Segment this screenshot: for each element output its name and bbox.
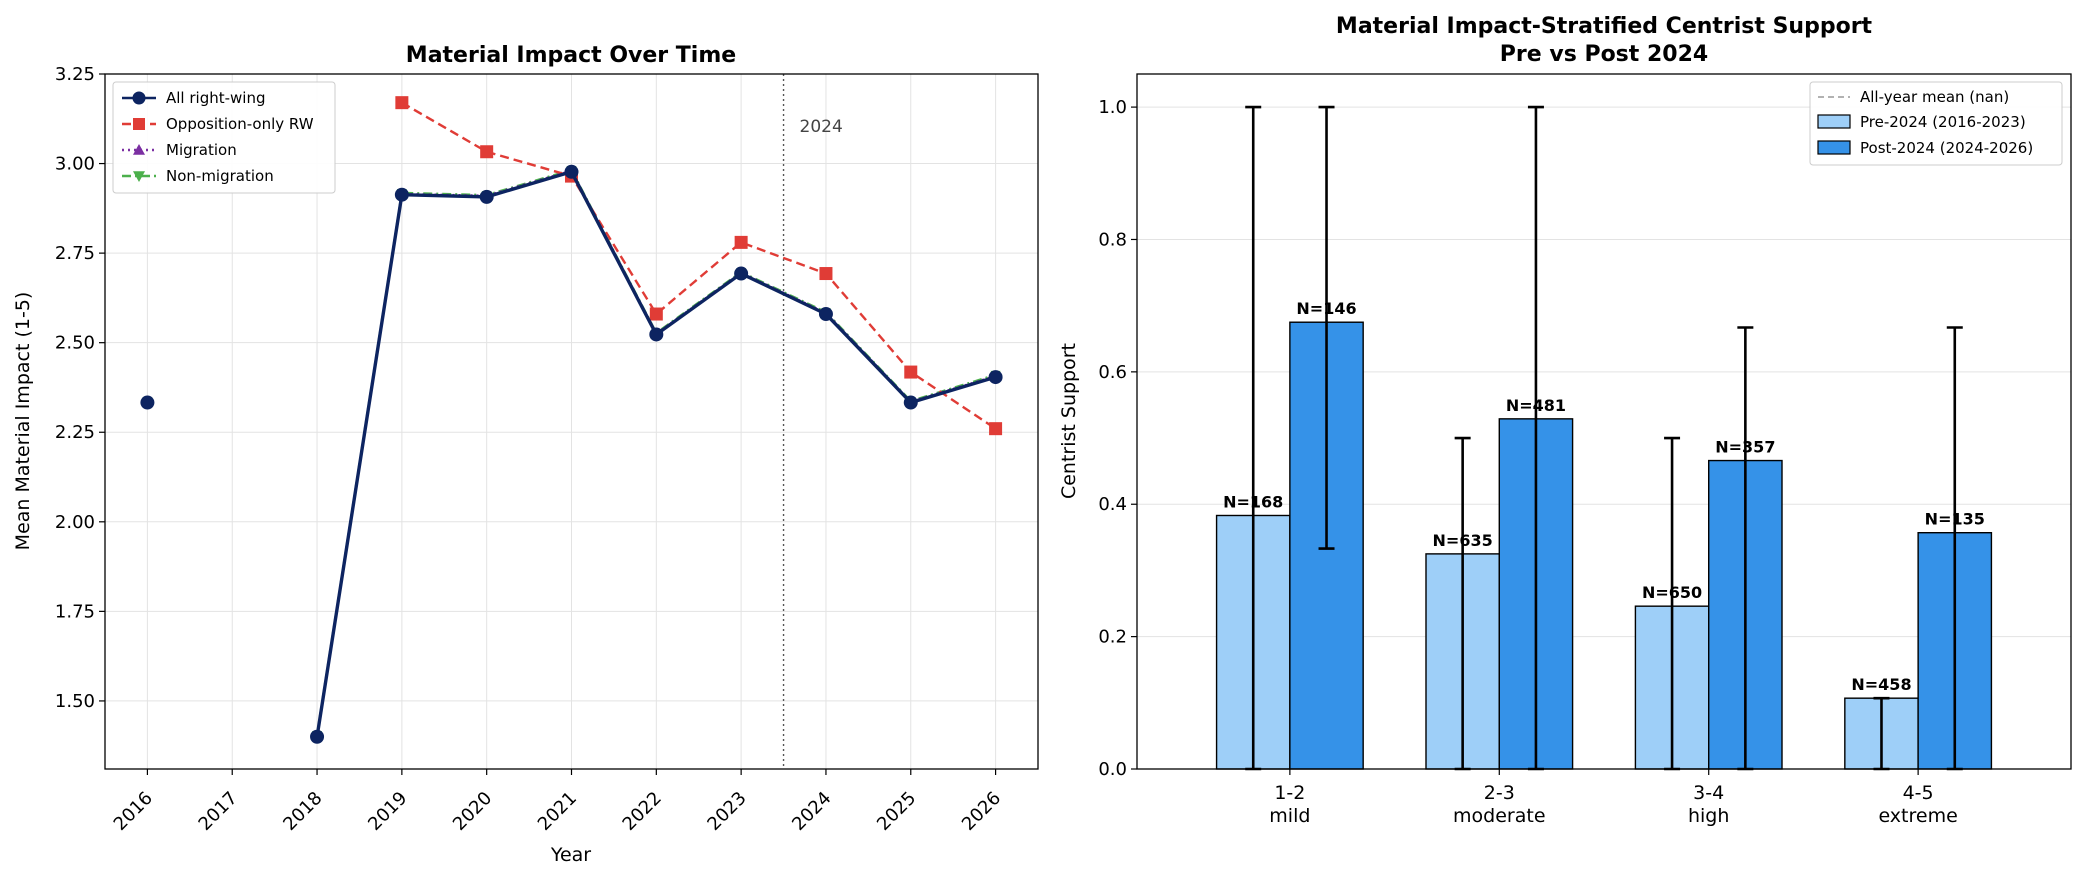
data-point xyxy=(394,187,409,202)
right-x-tick-label: 1-2 xyxy=(1274,782,1305,804)
bar-count-label: N=357 xyxy=(1715,438,1775,457)
legend-entry-label: Post-2024 (2024-2026) xyxy=(1860,139,2033,157)
right-legend: All-year mean (nan) Pre-2024 (2016-2023) P… xyxy=(1809,81,2063,166)
data-point xyxy=(988,370,1003,385)
left-y-tick-label: 2.00 xyxy=(55,512,95,533)
data-point xyxy=(310,729,325,744)
legend-swatch-post xyxy=(1817,140,1851,155)
data-point xyxy=(649,307,663,321)
right-x-tick-label: 2-3 xyxy=(1484,782,1515,804)
bar-count-label: N=146 xyxy=(1296,299,1356,318)
right-bar-labels-group: N=168 N=146 N=635 N=481 N=650 N=357 N=458 N=135 xyxy=(1223,299,1985,694)
right-x-tick-label: 4-5 xyxy=(1903,782,1934,804)
legend-swatch-marker xyxy=(132,91,146,105)
right-x-tick-sublabel: moderate xyxy=(1453,805,1545,827)
left-y-axis-label: Mean Material Impact (1-5) xyxy=(12,292,34,551)
right-y-tick-label: 0.8 xyxy=(1098,229,1127,250)
right-x-tick-sublabel: extreme xyxy=(1878,805,1957,827)
data-point xyxy=(395,96,409,110)
left-y-tick-label: 3.25 xyxy=(55,64,95,85)
right-y-tick-label: 0.0 xyxy=(1098,759,1127,780)
data-point xyxy=(140,395,155,410)
left-series-group xyxy=(140,96,1003,744)
left-y-tick-label: 3.00 xyxy=(55,154,95,175)
legend-swatch-pre xyxy=(1817,114,1851,129)
data-point xyxy=(819,267,833,281)
legend-entry-label: Migration xyxy=(166,141,237,159)
bar-count-label: N=635 xyxy=(1433,531,1493,550)
left-y-tick-label: 1.50 xyxy=(55,691,95,712)
right-y-axis-label: Centrist Support xyxy=(1058,343,1080,499)
left-y-tick-label: 1.75 xyxy=(55,601,95,622)
right-y-tick-label: 0.4 xyxy=(1098,494,1127,515)
legend-entry-label: All right-wing xyxy=(166,89,266,107)
divider-label: 2024 xyxy=(800,117,843,137)
legend-entry-label: Non-migration xyxy=(166,167,274,185)
series-all-right-wing xyxy=(140,164,1003,744)
left-legend-box xyxy=(112,81,336,194)
left-x-axis-label: Year xyxy=(550,844,591,866)
right-y-tick-label: 0.6 xyxy=(1098,362,1127,383)
right-chart-title: Material Impact-Stratified Centrist Supp… xyxy=(1336,14,1873,39)
data-point xyxy=(734,266,749,281)
legend-entry-label: Pre-2024 (2016-2023) xyxy=(1860,113,2026,131)
right-x-tick-label: 3-4 xyxy=(1693,782,1724,804)
data-point xyxy=(479,189,494,204)
legend-swatch-marker xyxy=(133,144,145,155)
left-y-tick-label: 2.50 xyxy=(55,333,95,354)
bar-count-label: N=458 xyxy=(1851,675,1911,694)
bar-count-label: N=650 xyxy=(1642,583,1702,602)
bar-count-label: N=168 xyxy=(1223,492,1283,511)
right-chart-subtitle: Pre vs Post 2024 xyxy=(1500,42,1708,67)
right-y-tick-label: 1.0 xyxy=(1098,97,1127,118)
left-chart-title: Material Impact Over Time xyxy=(406,43,736,68)
right-x-tick-sublabel: high xyxy=(1688,805,1729,827)
bar-count-label: N=481 xyxy=(1506,396,1566,415)
data-point xyxy=(734,235,748,249)
right-plot-frame xyxy=(1136,73,2072,770)
legend-entry-label: Opposition-only RW xyxy=(166,115,314,133)
left-legend: All right-wing Opposition-only RW Migratio… xyxy=(112,81,336,194)
bar-count-label: N=135 xyxy=(1925,510,1985,529)
left-y-axis: 1.50 1.75 2.00 2.25 2.50 2.75 3.00 3.25 xyxy=(55,64,105,712)
legend-swatch-marker xyxy=(133,118,145,130)
data-point xyxy=(818,307,833,322)
right-x-tick-sublabel: mild xyxy=(1269,805,1310,827)
right-y-tick-label: 0.2 xyxy=(1098,627,1127,648)
legend-entry-label: All-year mean (nan) xyxy=(1860,88,2009,106)
data-point xyxy=(904,365,918,379)
legend-swatch-marker xyxy=(133,171,145,182)
data-point xyxy=(649,327,664,342)
bar-chart-centrist-support: N=168 N=146 N=635 N=481 N=650 N=357 N=458 N=135… xyxy=(1058,14,2072,827)
series-line xyxy=(401,101,997,430)
left-y-tick-label: 2.25 xyxy=(55,422,95,443)
right-y-axis: 0.0 0.2 0.4 0.6 0.8 1.0 xyxy=(1098,97,1137,780)
data-point xyxy=(989,422,1003,436)
left-y-tick-label: 2.75 xyxy=(55,243,95,264)
data-point xyxy=(564,164,579,179)
right-legend-box xyxy=(1809,81,2063,166)
data-point xyxy=(480,145,494,159)
data-point xyxy=(903,395,918,410)
